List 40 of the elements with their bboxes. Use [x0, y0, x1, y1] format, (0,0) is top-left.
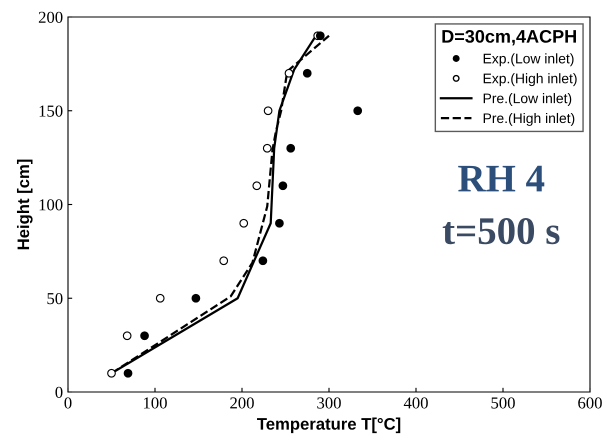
x-tick-label: 500 [491, 397, 515, 409]
point [107, 368, 116, 378]
legend-label: Exp.(High inlet) [484, 73, 577, 86]
point [239, 218, 248, 228]
annotation: RH 4 [458, 166, 544, 192]
point [353, 106, 362, 116]
x-tick-label: 300 [317, 397, 341, 409]
point [124, 368, 132, 378]
point [275, 218, 284, 228]
point [252, 181, 262, 190]
point [264, 106, 272, 116]
x-tick-label: 400 [404, 397, 428, 409]
y-tick-label: 0 [55, 386, 63, 398]
annotation: t=500 s [442, 218, 560, 244]
point [156, 294, 165, 303]
y-axis-title: Height [cm] [16, 160, 33, 250]
point [316, 31, 325, 40]
y-tick-label: 150 [40, 105, 63, 117]
point [278, 181, 288, 190]
point [219, 256, 228, 266]
x-tick-label: 100 [144, 397, 167, 409]
point [262, 144, 272, 153]
x-axis-title: Temperature T[°C] [257, 418, 400, 434]
legend-label: Pre.(Low inlet) [484, 93, 572, 106]
point [192, 294, 200, 303]
legend-title: D=30cm,4ACPH [442, 30, 576, 46]
point [122, 331, 132, 340]
y-tick-label: 50 [47, 292, 63, 304]
point [140, 331, 149, 340]
point [284, 68, 294, 78]
legend-label: Pre.(High inlet) [484, 112, 574, 126]
x-tick-label: 0 [64, 397, 72, 409]
y-tick-label: 100 [40, 199, 63, 210]
x-tick-label: 600 [578, 397, 602, 409]
legend-label: Exp.(Low inlet) [484, 53, 574, 66]
x-tick-label: 200 [230, 397, 254, 409]
point [302, 68, 312, 78]
point [286, 144, 296, 153]
point [258, 256, 268, 266]
y-tick-label: 200 [38, 12, 63, 23]
